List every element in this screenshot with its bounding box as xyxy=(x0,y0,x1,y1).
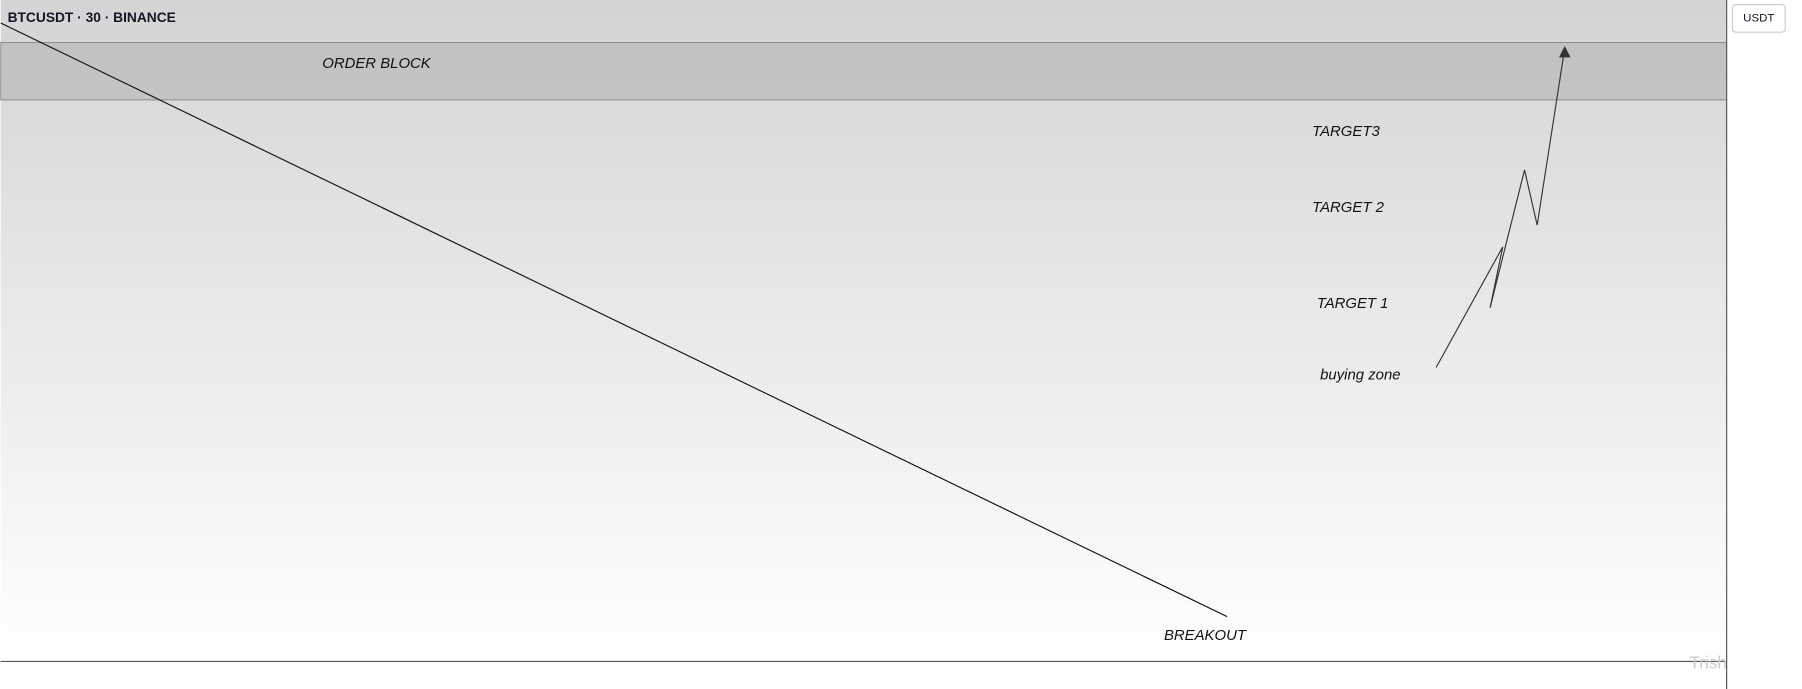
projection-arrowhead xyxy=(1558,45,1571,58)
annotation: ORDER BLOCK xyxy=(322,55,432,72)
projection-path xyxy=(1435,48,1566,368)
annotation: TARGET 2 xyxy=(1312,199,1384,216)
currency-label[interactable]: USDT xyxy=(1743,12,1774,24)
annotation: TARGET3 xyxy=(1312,123,1380,140)
order-block-zone xyxy=(0,42,1728,101)
annotation: TARGET 1 xyxy=(1317,295,1389,312)
annotation: buying zone xyxy=(1320,366,1400,383)
annotation: BREAKOUT xyxy=(1164,627,1247,644)
plot-background xyxy=(0,0,1727,662)
price-axis-panel xyxy=(1726,0,1802,689)
trendline xyxy=(0,22,1228,618)
symbol-title: BTCUSDT · 30 · BINANCE xyxy=(8,10,176,25)
currency-button[interactable] xyxy=(1731,4,1786,33)
